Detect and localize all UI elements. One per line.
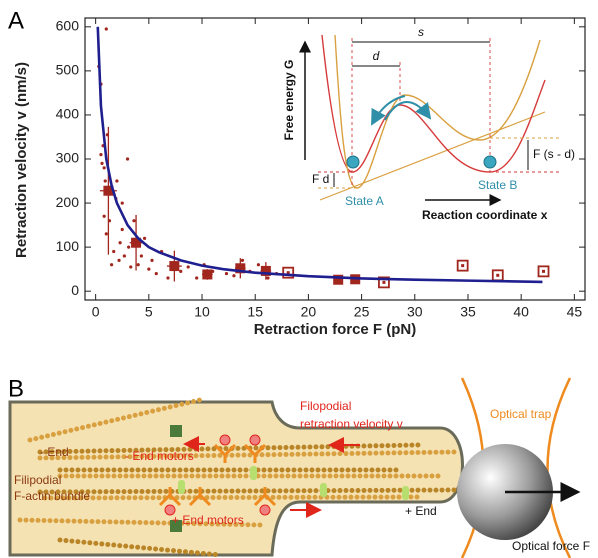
data-point: [100, 162, 103, 165]
data-point: [103, 215, 106, 218]
data-point: [166, 276, 169, 279]
linker: [320, 483, 327, 497]
ball: [484, 156, 496, 168]
x-tick-label: 30: [407, 304, 423, 320]
bundle-label: Filipodial: [14, 473, 61, 487]
data-point: [121, 228, 124, 231]
end-label: + End: [405, 504, 437, 518]
crosslinker: [170, 425, 182, 437]
ball: [347, 156, 359, 168]
data-point: [150, 259, 153, 262]
data-point: [140, 254, 143, 257]
y-tick-label: 400: [56, 106, 80, 122]
linker: [178, 480, 185, 494]
data-point: [121, 201, 124, 204]
data-point: [103, 166, 106, 169]
data-point: [126, 157, 129, 160]
linker: [402, 486, 409, 500]
data-point: [266, 276, 269, 279]
y-tick-label: 200: [56, 194, 80, 210]
data-point: [105, 27, 108, 30]
motor-label: + End motors: [172, 513, 244, 527]
data-point: [257, 263, 260, 266]
data-point: [241, 259, 244, 262]
motor-label: - End motors: [125, 449, 194, 463]
s-label: s: [418, 25, 424, 39]
panel-label: A: [8, 7, 24, 34]
state-a: State A: [345, 194, 384, 208]
data-point: [105, 232, 108, 235]
motor-head: [250, 435, 260, 445]
x-tick-label: 35: [460, 304, 476, 320]
data-point: [132, 219, 135, 222]
data-point: [147, 268, 150, 271]
trap-beam: [548, 378, 571, 558]
open-point-core: [382, 281, 385, 284]
y-tick-label: 100: [56, 238, 80, 254]
x-tick-label: 45: [567, 304, 583, 320]
data-point: [179, 270, 182, 273]
fsd-label: F (s - d): [533, 147, 575, 161]
open-point-core: [496, 274, 499, 277]
data-point: [127, 246, 130, 249]
figure: A B 0 5 10 15 20 25 30 35 40 45 0 100 200 300 400 500 60…: [0, 0, 598, 558]
data-point: [129, 265, 132, 268]
data-point: [117, 259, 120, 262]
motor-head: [220, 435, 230, 445]
plot-area: 0 5 10 15 20 25 30 35 40 45 0 100 200 300 400 500 600: [56, 18, 585, 320]
end-label: - End: [40, 445, 69, 459]
data-point: [137, 263, 140, 266]
y-tick-label: 500: [56, 62, 80, 78]
data-point: [232, 274, 235, 277]
x-tick-label: 0: [92, 304, 100, 320]
data-point: [115, 179, 118, 182]
y-tick-label: 0: [71, 282, 79, 298]
mean-point: [169, 261, 179, 271]
data-point: [143, 237, 146, 240]
x-tick-label: 15: [247, 304, 263, 320]
y-tick-label: 300: [56, 150, 80, 166]
inset-x-label: Reaction coordinate x: [422, 208, 548, 222]
filament: [45, 497, 420, 498]
data-point: [155, 272, 158, 275]
linker: [250, 466, 257, 480]
data-point: [123, 254, 126, 257]
state-b: State B: [478, 178, 517, 192]
inset-y-label: Free energy G: [282, 60, 296, 141]
transition-arrow: [385, 102, 430, 120]
inset: Free energy G Reaction coordinate x s d …: [282, 25, 575, 222]
d-label: d: [373, 49, 380, 63]
fd-label: F d: [312, 172, 329, 186]
data-point: [187, 265, 190, 268]
x-tick-label: 40: [513, 304, 529, 320]
x-tick-label: 25: [354, 304, 370, 320]
data-point: [99, 153, 102, 156]
bundle-label: F-actin bundle: [14, 489, 90, 503]
data-point: [195, 276, 198, 279]
motor-head: [260, 505, 270, 515]
tilted-curve: [335, 35, 540, 188]
open-point-core: [461, 264, 464, 267]
velocity-label: retraction velocity v: [300, 417, 403, 431]
energy-curve: [322, 35, 545, 172]
y-axis-label: Retraction velocity v (nm/s): [13, 62, 30, 258]
trap-label: Optical trap: [490, 407, 552, 421]
mean-point: [202, 269, 212, 279]
data-point: [104, 179, 107, 182]
diagram: Filopodial retraction velocity v - End -…: [10, 378, 590, 558]
data-point: [225, 272, 228, 275]
x-axis-label: Retraction force F (pN): [254, 321, 417, 338]
force-label: Optical force F: [512, 539, 590, 553]
velocity-label: Filopodial: [300, 399, 351, 413]
x-tick-label: 20: [301, 304, 317, 320]
data-point: [110, 263, 113, 266]
data-point: [112, 250, 115, 253]
fit-curve: [98, 27, 543, 282]
panel-label: B: [8, 375, 24, 402]
x-tick-label: 10: [194, 304, 210, 320]
x-tick-label: 5: [145, 304, 153, 320]
data-point: [119, 241, 122, 244]
open-point-core: [542, 270, 545, 273]
y-tick-label: 600: [56, 18, 80, 34]
